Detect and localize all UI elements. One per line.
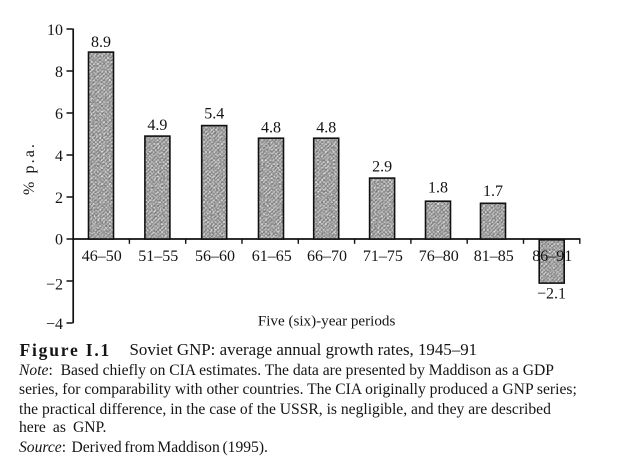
svg-text:1.7: 1.7 [483, 183, 503, 200]
svg-text:86–91: 86–91 [532, 248, 572, 265]
svg-text:2.9: 2.9 [372, 159, 392, 176]
svg-text:8.9: 8.9 [91, 34, 111, 51]
svg-text:8: 8 [55, 64, 63, 81]
svg-text:10: 10 [47, 22, 63, 39]
svg-text:4.8: 4.8 [316, 120, 336, 137]
svg-text:76–80: 76–80 [419, 248, 459, 265]
svg-text:51–55: 51–55 [138, 248, 178, 265]
svg-text:5.4: 5.4 [204, 106, 224, 123]
svg-text:−2: −2 [46, 277, 63, 294]
svg-text:4.8: 4.8 [261, 120, 281, 137]
svg-text:Five (six)-year periods: Five (six)-year periods [258, 314, 396, 330]
svg-text:2: 2 [55, 190, 63, 207]
svg-text:1.8: 1.8 [428, 180, 448, 197]
svg-text:% p.a.: % p.a. [21, 142, 38, 195]
svg-text:−4: −4 [46, 316, 63, 333]
svg-text:−2.1: −2.1 [537, 286, 566, 303]
svg-text:6: 6 [55, 106, 63, 123]
svg-text:4: 4 [55, 148, 63, 165]
svg-text:61–65: 61–65 [252, 248, 292, 265]
svg-text:81–85: 81–85 [474, 248, 514, 265]
svg-text:71–75: 71–75 [363, 248, 403, 265]
svg-text:0: 0 [55, 232, 63, 249]
svg-text:4.9: 4.9 [147, 117, 167, 134]
svg-text:46–50: 46–50 [82, 248, 122, 265]
svg-text:56–60: 56–60 [195, 248, 235, 265]
svg-text:66–70: 66–70 [307, 248, 347, 265]
